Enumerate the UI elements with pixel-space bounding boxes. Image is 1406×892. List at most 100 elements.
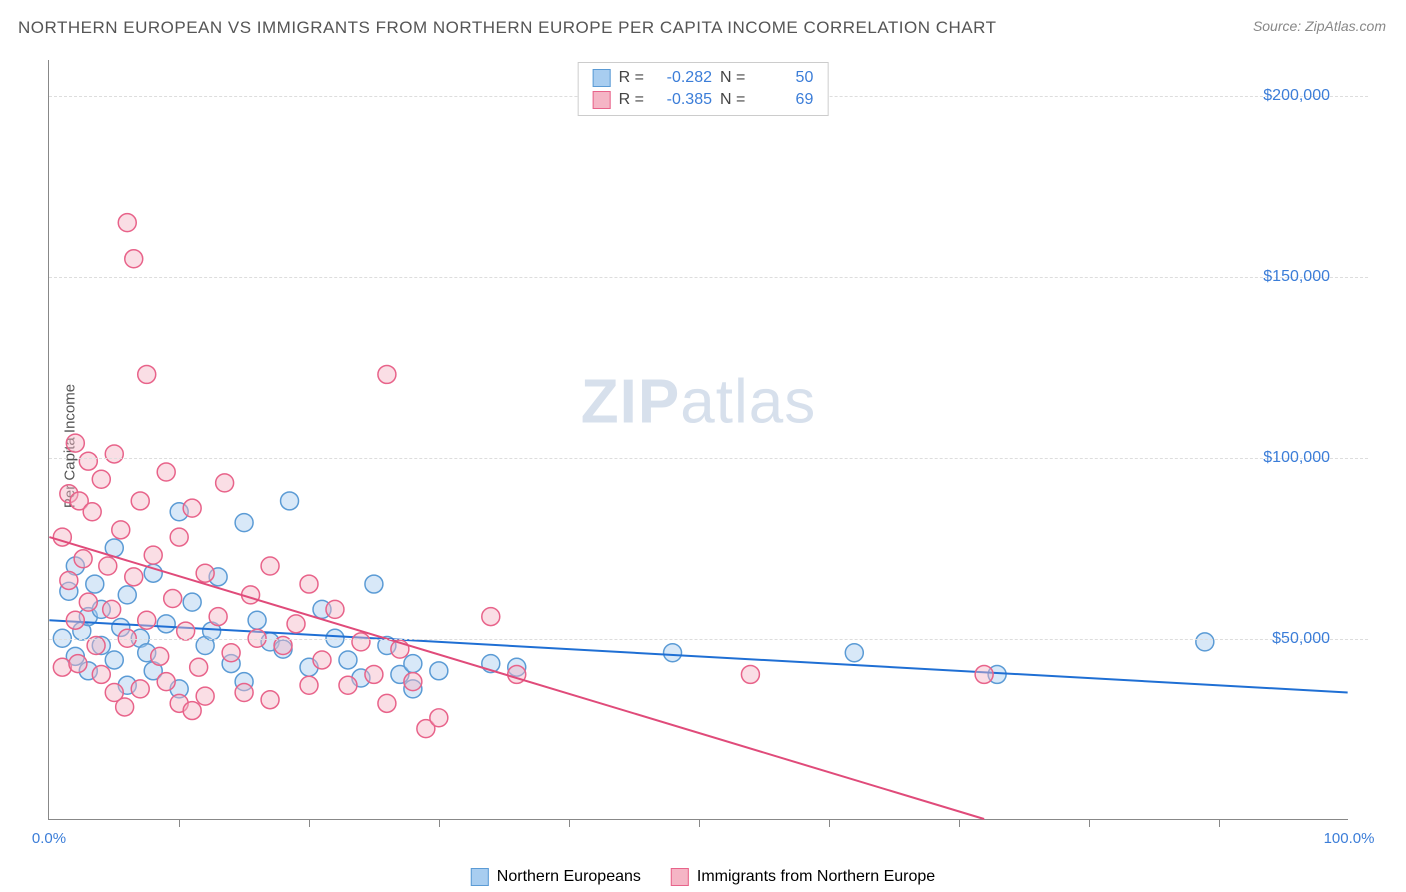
- x-tick: [309, 819, 310, 827]
- data-point: [118, 586, 136, 604]
- source-attribution: Source: ZipAtlas.com: [1253, 18, 1386, 34]
- data-point: [313, 651, 331, 669]
- stats-row: R = -0.282 N = 50: [593, 67, 814, 89]
- data-point: [365, 665, 383, 683]
- data-point: [144, 546, 162, 564]
- data-point: [66, 434, 84, 452]
- data-point: [404, 655, 422, 673]
- stats-legend: R = -0.282 N = 50 R = -0.385 N = 69: [578, 62, 829, 116]
- data-point: [261, 557, 279, 575]
- data-point: [69, 655, 87, 673]
- data-point: [196, 564, 214, 582]
- data-point: [248, 611, 266, 629]
- data-point: [86, 575, 104, 593]
- x-tick: [959, 819, 960, 827]
- data-point: [138, 611, 156, 629]
- x-tick: [699, 819, 700, 827]
- data-point: [209, 608, 227, 626]
- r-label: R =: [619, 91, 644, 109]
- gridline: [49, 639, 1368, 640]
- data-point: [196, 687, 214, 705]
- data-point: [116, 698, 134, 716]
- r-label: R =: [619, 69, 644, 87]
- data-point: [83, 503, 101, 521]
- data-point: [235, 514, 253, 532]
- data-point: [365, 575, 383, 593]
- data-point: [60, 571, 78, 589]
- data-point: [157, 463, 175, 481]
- data-point: [183, 593, 201, 611]
- gridline: [49, 277, 1368, 278]
- legend-item: Immigrants from Northern Europe: [671, 868, 935, 886]
- data-point: [170, 528, 188, 546]
- x-tick: [1219, 819, 1220, 827]
- stats-row: R = -0.385 N = 69: [593, 89, 814, 111]
- data-point: [741, 665, 759, 683]
- r-value: -0.385: [652, 91, 712, 109]
- x-tick: [439, 819, 440, 827]
- data-point: [105, 445, 123, 463]
- data-point: [79, 593, 97, 611]
- legend-label: Immigrants from Northern Europe: [697, 868, 935, 886]
- plot-area: ZIPatlas $50,000$100,000$150,000$200,000…: [48, 60, 1348, 820]
- trend-line: [49, 537, 984, 819]
- y-tick-label: $150,000: [1263, 268, 1330, 286]
- data-point: [287, 615, 305, 633]
- data-point: [404, 673, 422, 691]
- legend-swatch: [471, 868, 489, 886]
- data-point: [975, 665, 993, 683]
- r-value: -0.282: [652, 69, 712, 87]
- data-point: [112, 521, 130, 539]
- data-point: [92, 665, 110, 683]
- n-label: N =: [720, 69, 745, 87]
- gridline: [49, 458, 1368, 459]
- data-point: [131, 492, 149, 510]
- x-tick: [569, 819, 570, 827]
- legend-label: Northern Europeans: [497, 868, 641, 886]
- data-point: [190, 658, 208, 676]
- data-point: [339, 676, 357, 694]
- data-point: [183, 702, 201, 720]
- n-value: 50: [753, 69, 813, 87]
- data-point: [300, 676, 318, 694]
- data-point: [664, 644, 682, 662]
- data-point: [183, 499, 201, 517]
- data-point: [66, 611, 84, 629]
- chart-svg: [49, 60, 1348, 819]
- data-point: [235, 684, 253, 702]
- data-point: [131, 680, 149, 698]
- data-point: [482, 608, 500, 626]
- legend-swatch: [671, 868, 689, 886]
- data-point: [1196, 633, 1214, 651]
- y-tick-label: $200,000: [1263, 87, 1330, 105]
- data-point: [845, 644, 863, 662]
- data-point: [74, 550, 92, 568]
- data-point: [430, 662, 448, 680]
- data-point: [300, 575, 318, 593]
- y-tick-label: $100,000: [1263, 449, 1330, 467]
- legend-swatch: [593, 69, 611, 87]
- data-point: [105, 651, 123, 669]
- data-point: [99, 557, 117, 575]
- x-tick: [1089, 819, 1090, 827]
- data-point: [352, 633, 370, 651]
- data-point: [281, 492, 299, 510]
- data-point: [430, 709, 448, 727]
- data-point: [164, 590, 182, 608]
- data-point: [157, 615, 175, 633]
- data-point: [92, 470, 110, 488]
- x-tick: [829, 819, 830, 827]
- data-point: [118, 214, 136, 232]
- data-point: [125, 568, 143, 586]
- n-value: 69: [753, 91, 813, 109]
- legend-swatch: [593, 91, 611, 109]
- series-legend: Northern Europeans Immigrants from North…: [471, 868, 935, 886]
- data-point: [157, 673, 175, 691]
- data-point: [125, 250, 143, 268]
- y-tick-label: $50,000: [1272, 630, 1330, 648]
- data-point: [222, 644, 240, 662]
- x-max-label: 100.0%: [1324, 830, 1375, 847]
- data-point: [103, 600, 121, 618]
- data-point: [177, 622, 195, 640]
- chart-title: NORTHERN EUROPEAN VS IMMIGRANTS FROM NOR…: [18, 18, 996, 38]
